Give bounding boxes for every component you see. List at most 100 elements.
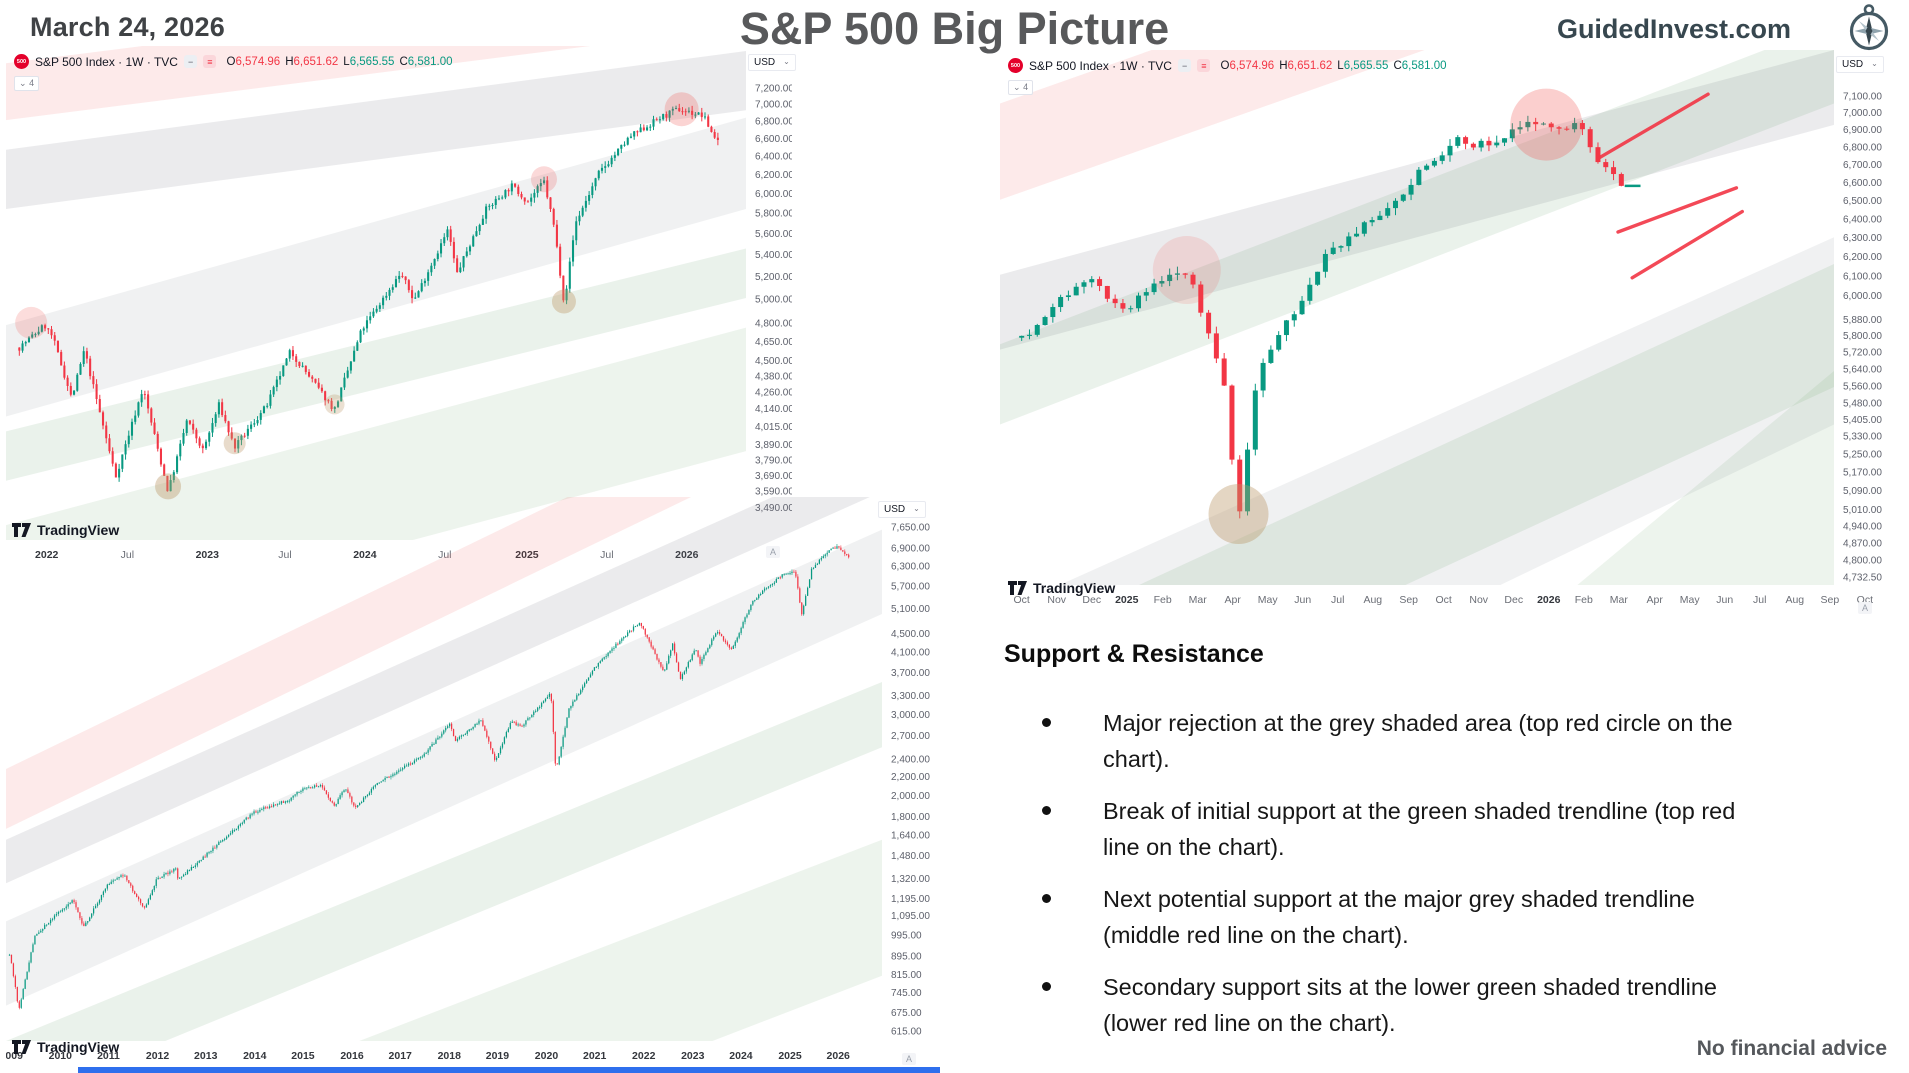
y-tick-label: 6,000.00 [755,189,792,200]
tradingview-logo[interactable]: TradingView [12,522,119,538]
price-axis[interactable]: 7,100.00 7,000.00 6,900.00 6,800.00 6,700.00… [1843,91,1882,583]
x-tick-label: 2011 [97,1050,120,1062]
legend-alert-chip[interactable]: ≡ [1197,59,1211,72]
plot-area [6,46,746,540]
x-tick-label: 2023 [196,549,220,561]
date-axis[interactable]: 2009201020112012201320142015201620172018… [0,1050,850,1062]
y-tick-label: 7,100.00 [1843,91,1882,102]
y-tick-label: 3,790.00 [755,455,792,466]
currency-unit-button[interactable]: USD ⌄ [1836,56,1884,73]
candlestick-chart-svg[interactable]: 7,200.00 7,000.00 6,800.00 6,600.00 6,400.00… [6,46,794,562]
x-tick-label: May [1258,594,1279,606]
price-axis[interactable]: 7,200.00 7,000.00 6,800.00 6,600.00 6,400.00… [755,83,794,514]
x-tick-label: Jun [1294,594,1311,606]
plot-area [1000,50,1834,585]
tradingview-logo[interactable]: TradingView [12,1039,119,1055]
chart-legend: 500 S&P 500 Index · 1W · TVC − ≡ O6,574.… [14,54,453,69]
legend-hide-chip[interactable]: − [1177,59,1192,72]
y-tick-label: 5,330.00 [1843,431,1882,442]
bullet-icon [1042,718,1051,727]
ohlc-values: O6,574.96 H6,651.62 L6,565.55 C6,581.00 [1220,59,1447,72]
chevron-down-icon: ⌄ [1871,59,1878,68]
chart-right-zoomed: 7,100.00 7,000.00 6,900.00 6,800.00 6,700.00… [1000,50,1908,620]
symbol-logo-icon: 500 [1008,58,1023,73]
page-title: S&P 500 Big Picture [739,3,1170,54]
legend-alert-chip[interactable]: ≡ [203,55,217,68]
y-tick-label: 5,100.00 [891,604,930,615]
price-axis[interactable]: 7,650.00 6,900.00 6,300.00 5,700.00 5,100.00… [891,523,930,1038]
support-resistance-section: Support & Resistance Major rejection at … [1004,640,1804,1041]
x-tick-label: May [1680,594,1701,606]
x-tick-label: Jul [278,549,291,561]
x-tick-label: 2026 [1537,594,1561,606]
y-tick-label: 6,400.00 [1843,214,1882,225]
y-tick-label: 2,200.00 [891,772,930,783]
auto-scale-button[interactable]: A [902,1053,917,1065]
x-tick-label: Dec [1504,594,1523,606]
chart-plot-surface[interactable]: 7,100.00 7,000.00 6,900.00 6,800.00 6,700.00… [1000,50,1908,625]
x-tick-label: 2013 [194,1050,218,1062]
x-tick-label: 2025 [778,1050,802,1062]
chart-plot-surface[interactable]: 7,200.00 7,000.00 6,800.00 6,600.00 6,400.00… [6,46,794,567]
y-tick-label: 4,380.00 [755,371,792,382]
x-tick-label: 2023 [681,1050,705,1062]
y-tick-label: 3,300.00 [891,691,930,702]
x-tick-label: 2016 [340,1050,364,1062]
tradingview-mark-icon [1008,581,1027,595]
currency-unit-button[interactable]: USD ⌄ [748,54,796,71]
y-tick-label: 5,250.00 [1843,449,1882,460]
legend-hide-chip[interactable]: − [183,55,198,68]
series-title[interactable]: S&P 500 Index · 1W · TVC [1029,58,1172,73]
candlestick-chart-svg[interactable]: 7,650.00 6,900.00 6,300.00 5,700.00 5,100.00… [0,497,944,1073]
y-tick-label: 1,195.00 [891,894,930,905]
tradingview-logo[interactable]: TradingView [1008,580,1115,596]
x-tick-label: 2024 [353,549,377,561]
y-tick-label: 5,720.00 [1843,348,1882,359]
y-tick-label: 5,560.00 [1843,381,1882,392]
list-item: Break of initial support at the green sh… [1004,793,1804,866]
chart-plot-surface[interactable]: 7,650.00 6,900.00 6,300.00 5,700.00 5,100.00… [0,497,944,1073]
y-tick-label: 6,500.00 [1843,196,1882,207]
y-tick-label: 1,800.00 [891,812,930,823]
y-tick-label: 2,700.00 [891,731,930,742]
y-tick-label: 4,140.00 [755,404,792,415]
trend-channel-bands [1000,50,1834,585]
y-tick-label: 4,870.00 [1843,538,1882,549]
x-tick-label: Jul [438,549,451,561]
y-tick-label: 5,880.00 [1843,315,1882,326]
series-title[interactable]: S&P 500 Index · 1W · TVC [35,54,178,69]
candlestick-chart-svg[interactable]: 7,100.00 7,000.00 6,900.00 6,800.00 6,700.00… [1000,50,1908,620]
list-item: Major rejection at the grey shaded area … [1004,705,1804,778]
date-axis[interactable]: 2022 Jul 2023 Jul 2024 Jul 2025 Jul 2026 [35,549,699,561]
x-tick-label: Apr [1225,594,1242,606]
y-tick-label: 5,170.00 [1843,467,1882,478]
y-tick-label: 815.00 [891,970,922,981]
y-tick-label: 895.00 [891,952,922,963]
y-tick-label: 3,700.00 [891,668,930,679]
indicators-collapse-chip[interactable]: ⌄ 4 [14,76,40,91]
auto-scale-button[interactable]: A [1858,602,1873,614]
currency-unit-button[interactable]: USD ⌄ [878,501,926,518]
y-tick-label: 675.00 [891,1008,922,1019]
y-tick-label: 5,700.00 [891,582,930,593]
date-axis[interactable]: Oct Nov Dec 2025 Feb Mar Apr May Jun Jul Aug Sep Oct… [1014,594,1874,606]
support-trendlines[interactable] [1597,92,1744,280]
y-tick-label: 2,400.00 [891,754,930,765]
bullet-icon [1042,981,1051,991]
x-tick-label: Apr [1647,594,1664,606]
y-tick-label: 6,100.00 [1843,271,1882,282]
bullet-icon [1042,893,1051,903]
x-tick-label: 2021 [583,1050,607,1062]
indicators-collapse-chip[interactable]: ⌄ 4 [1008,80,1034,95]
y-tick-label: 6,800.00 [1843,143,1882,154]
y-tick-label: 5,640.00 [1843,364,1882,375]
y-tick-label: 6,200.00 [1843,252,1882,263]
y-tick-label: 995.00 [891,930,922,941]
auto-scale-button[interactable]: A [766,546,781,558]
y-tick-label: 1,480.00 [891,851,930,862]
x-tick-label: Mar [1189,594,1208,606]
x-tick-label: 2019 [486,1050,510,1062]
y-tick-label: 7,650.00 [891,523,930,534]
ohlc-values: O6,574.96 H6,651.62 L6,565.55 C6,581.00 [226,55,453,68]
y-tick-label: 5,010.00 [1843,505,1882,516]
